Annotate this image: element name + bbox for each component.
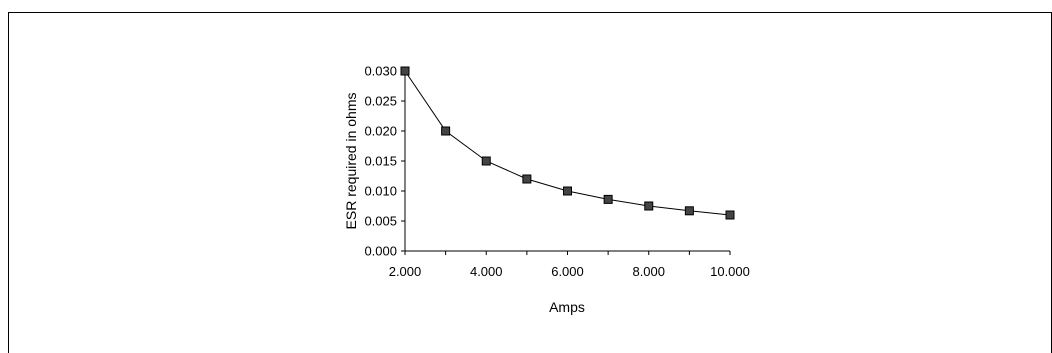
x-tick-label: 2.000: [389, 264, 422, 279]
x-axis-label: Amps: [549, 299, 585, 315]
data-point-marker: [644, 201, 654, 211]
data-point-marker: [400, 66, 410, 76]
y-tick-label: 0.030: [364, 64, 397, 79]
y-tick-label: 0.005: [364, 214, 397, 229]
x-ticks: 2.000 4.000 6.000 8.000 10.000: [389, 251, 750, 279]
data-point-marker: [603, 194, 613, 204]
data-point-marker: [522, 174, 532, 184]
x-tick-label: 8.000: [632, 264, 665, 279]
data-point-marker: [481, 156, 491, 166]
y-tick-label: 0.020: [364, 124, 397, 139]
data-point-marker: [684, 206, 694, 216]
data-point-marker: [725, 210, 735, 220]
y-tick-label: 0.025: [364, 94, 397, 109]
x-tick-label: 4.000: [470, 264, 503, 279]
y-tick-label: 0.010: [364, 184, 397, 199]
data-point-marker: [441, 126, 451, 136]
chart-axes: [404, 71, 730, 252]
y-tick-label: 0.000: [364, 244, 397, 259]
y-tick-label: 0.015: [364, 154, 397, 169]
data-point-marker: [563, 186, 572, 196]
x-tick-label: 6.000: [551, 264, 584, 279]
y-ticks: 0.000 0.005 0.010 0.015 0.020 0.025 0.030: [364, 64, 405, 259]
y-axis-label: ESR required in ohms: [343, 93, 359, 230]
series-layer: [400, 66, 735, 220]
x-tick-label: 10.000: [710, 264, 750, 279]
